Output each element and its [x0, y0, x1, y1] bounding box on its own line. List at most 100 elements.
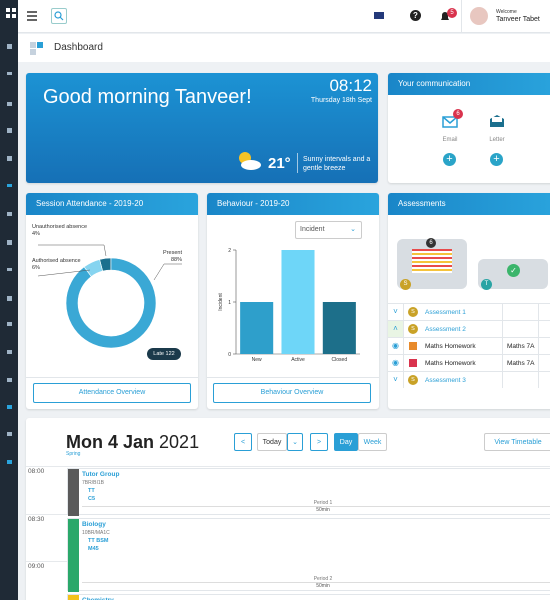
category-label: Authorised absence [32, 258, 81, 264]
behaviour-button[interactable]: Behaviour Overview [213, 383, 371, 403]
event-block[interactable]: Tutor Group 7BR/BI1B TT C5 Period 1 50min [67, 468, 550, 516]
time-label: 08:30 [28, 516, 45, 523]
greeting-text: Good morning Tanveer! [43, 86, 252, 108]
value-label: 6% [32, 264, 40, 271]
date-dropdown[interactable]: ⌄ [287, 433, 303, 451]
assessment-row[interactable]: ˅ S Assessment 1 [388, 303, 550, 320]
assessment-name[interactable]: Assessment 2 [425, 326, 466, 333]
homework-icon [409, 359, 417, 367]
badge: T [481, 279, 492, 290]
email-badge: 6 [453, 109, 463, 119]
help-icon[interactable]: ? [410, 10, 421, 21]
assessment-class: Maths 7A [507, 360, 535, 367]
time-label: 09:00 [28, 563, 45, 570]
title-row: Dashboard [18, 34, 550, 62]
event-teacher: TT BSM [88, 538, 109, 544]
avatar[interactable] [470, 7, 488, 25]
col-divider [538, 304, 539, 320]
event-block[interactable]: Chemistry [67, 594, 550, 600]
assessment-name: Maths Homework [425, 343, 476, 350]
date: Thursday 18th Sept [310, 97, 372, 104]
calendar-date: Mon 4 Jan 2021 [66, 432, 199, 453]
assessment-class: Maths 7A [507, 343, 535, 350]
event-duration: 50min [316, 507, 330, 513]
row-toggle[interactable]: ◉ [388, 338, 404, 354]
temperature: 21° [268, 155, 291, 172]
col-divider [502, 372, 503, 388]
letter-icon[interactable] [488, 113, 506, 129]
event-code: 7BR/BI1B [82, 480, 104, 486]
card-header: Your communication [388, 73, 550, 95]
event-divider [82, 506, 550, 507]
event-block[interactable]: Biology 10BR/MA1C TT BSM M45 Period 2 50min [67, 518, 550, 592]
assessment-row[interactable]: ◉ Maths Homework Maths 7A [388, 354, 550, 371]
status-badge: S [408, 375, 418, 385]
assessment-row[interactable]: ˄ S Assessment 2 [388, 320, 550, 337]
event-room: C5 [88, 496, 96, 502]
email-icon[interactable] [442, 115, 458, 129]
day-button[interactable]: Day [334, 433, 358, 451]
search-button[interactable] [51, 8, 67, 24]
time-label: 08:00 [28, 468, 45, 475]
behaviour-card: Behaviour - 2019-20 Incident ⌄ Behaviour … [207, 193, 379, 409]
assessment-row[interactable]: ◉ Maths Homework Maths 7A [388, 337, 550, 354]
event-divider [82, 582, 550, 583]
week-button[interactable]: Week [358, 433, 387, 451]
event-period: Period 1 [313, 500, 333, 506]
language-flag[interactable] [374, 12, 384, 19]
event-period: Period 2 [313, 576, 333, 582]
weather-icon [239, 152, 261, 170]
value-label: 88% [170, 256, 182, 263]
col-divider [538, 338, 539, 354]
greeting-card: Good morning Tanveer! 08:12 Thursday 18t… [26, 73, 378, 183]
homework-icon [409, 342, 417, 350]
value-label: 4% [32, 230, 40, 237]
assessment-name[interactable]: Assessment 1 [425, 309, 466, 316]
row-toggle[interactable]: ◉ [388, 355, 404, 371]
row-toggle[interactable]: ˅ [388, 304, 404, 320]
prev-button[interactable]: < [234, 433, 252, 451]
assessment-row[interactable]: ˅ S Assessment 3 [388, 371, 550, 388]
today-button[interactable]: Today [257, 433, 287, 451]
event-teacher: TT [88, 488, 95, 494]
add-letter[interactable]: + [490, 153, 503, 166]
next-button[interactable]: > [310, 433, 328, 451]
email-label: Email [442, 137, 458, 143]
card-header: Behaviour - 2019-20 [207, 193, 379, 215]
timetable-button[interactable]: View Timetable [484, 433, 550, 451]
card-header: Assessments [388, 193, 550, 215]
attendance-button[interactable]: Attendance Overview [33, 383, 191, 403]
notification-badge: 5 [447, 8, 457, 18]
welcome-text: Welcome [496, 9, 517, 15]
row-toggle[interactable]: ˄ [388, 321, 404, 337]
slice-label: Present 88% [140, 250, 182, 263]
filter-dropdown[interactable]: Incident ⌄ [295, 221, 362, 239]
assessments-card: Assessments 6 S ✓ T ˅ S Assessment 1 ˄ S Asse… [388, 193, 550, 409]
col-divider [502, 338, 503, 354]
menu-icon[interactable] [26, 10, 38, 22]
sidebar-icons [6, 8, 16, 464]
col-divider [538, 355, 539, 371]
slice-label: Authorised absence 6% [32, 258, 92, 271]
add-email[interactable]: + [443, 153, 456, 166]
category-label: Unauthorised absence [32, 224, 88, 230]
time-line [26, 466, 550, 467]
col-divider [538, 372, 539, 388]
top-bar: ? 5 Welcome Tanveer Tabet [18, 0, 550, 33]
event-room: M45 [88, 546, 99, 552]
event-duration: 50min [316, 583, 330, 589]
row-toggle[interactable]: ˅ [388, 372, 404, 388]
pending-badge: 6 [426, 238, 436, 248]
assessment-name: Maths Homework [425, 360, 476, 367]
filter-value: Incident [300, 226, 325, 233]
user-name[interactable]: Tanveer Tabet [496, 16, 540, 23]
card-header: Session Attendance - 2019-20 [26, 193, 198, 215]
event-color [68, 595, 79, 600]
col-divider [502, 355, 503, 371]
event-code: 10BR/MA1C [82, 530, 110, 536]
letter-label: Letter [489, 137, 505, 143]
page-title: Dashboard [54, 42, 103, 53]
assessment-name[interactable]: Assessment 3 [425, 377, 466, 384]
date-text: Mon 4 Jan [66, 432, 155, 452]
clock: 08:12 [329, 76, 372, 95]
